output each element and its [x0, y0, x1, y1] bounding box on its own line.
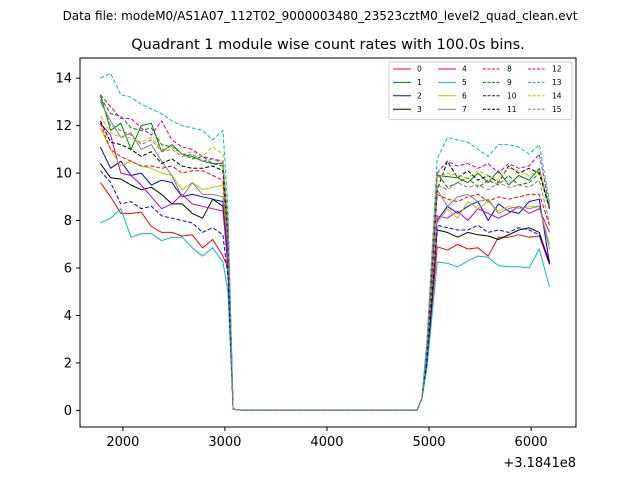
series-line-15	[99, 99, 550, 411]
x-tick-label: 4000	[310, 435, 343, 450]
x-offset-label: +3.1841e8	[503, 456, 576, 471]
x-tick-label: 6000	[515, 435, 548, 450]
y-tick-label: 10	[55, 167, 72, 182]
legend-label: 15	[552, 105, 562, 114]
series-line-10	[100, 170, 550, 411]
y-tick-label: 12	[55, 119, 72, 134]
axes-frame	[79, 57, 577, 428]
legend-label: 14	[552, 92, 562, 101]
legend-label: 12	[552, 65, 562, 74]
legend-label: 10	[507, 92, 517, 101]
y-tick-label: 6	[64, 262, 72, 277]
series-line-12	[100, 94, 550, 411]
series-line-5	[100, 208, 550, 411]
legend-label: 2	[417, 92, 422, 101]
chart-title: Quadrant 1 module wise count rates with …	[131, 37, 525, 53]
x-tick-label: 2000	[106, 435, 139, 450]
legend-label: 9	[507, 78, 512, 87]
legend-label: 13	[552, 78, 562, 87]
y-tick-label: 2	[64, 356, 72, 371]
series-line-4	[100, 122, 550, 411]
y-tick-label: 14	[55, 72, 72, 87]
series-line-14	[99, 115, 550, 411]
legend-label: 6	[462, 92, 467, 101]
legend-label: 4	[462, 65, 467, 74]
legend-label: 5	[462, 78, 467, 87]
series-line-8	[99, 123, 550, 411]
series-line-1	[99, 94, 550, 411]
x-axis: 2000 3000 4000 5000 6000	[106, 427, 548, 450]
series-line-9	[99, 96, 550, 411]
legend-label: 1	[417, 78, 422, 87]
legend-frame	[388, 61, 573, 121]
series-layer	[99, 72, 550, 411]
series-line-13	[100, 72, 550, 411]
series-line-11	[99, 120, 550, 411]
y-axis: 0 2 4 6 8 10 12 14	[55, 72, 80, 419]
x-tick-label: 3000	[208, 435, 241, 450]
legend-label: 8	[507, 65, 512, 74]
y-tick-label: 4	[64, 309, 72, 324]
y-tick-label: 0	[64, 404, 72, 419]
suptitle: Data file: modeM0/AS1A07_112T02_90000034…	[63, 9, 578, 23]
legend-label: 11	[507, 105, 517, 114]
legend-label: 3	[417, 105, 422, 114]
y-tick-label: 8	[64, 214, 72, 229]
x-tick-label: 5000	[412, 435, 445, 450]
legend-label: 0	[417, 65, 422, 74]
legend-label: 7	[462, 105, 467, 114]
